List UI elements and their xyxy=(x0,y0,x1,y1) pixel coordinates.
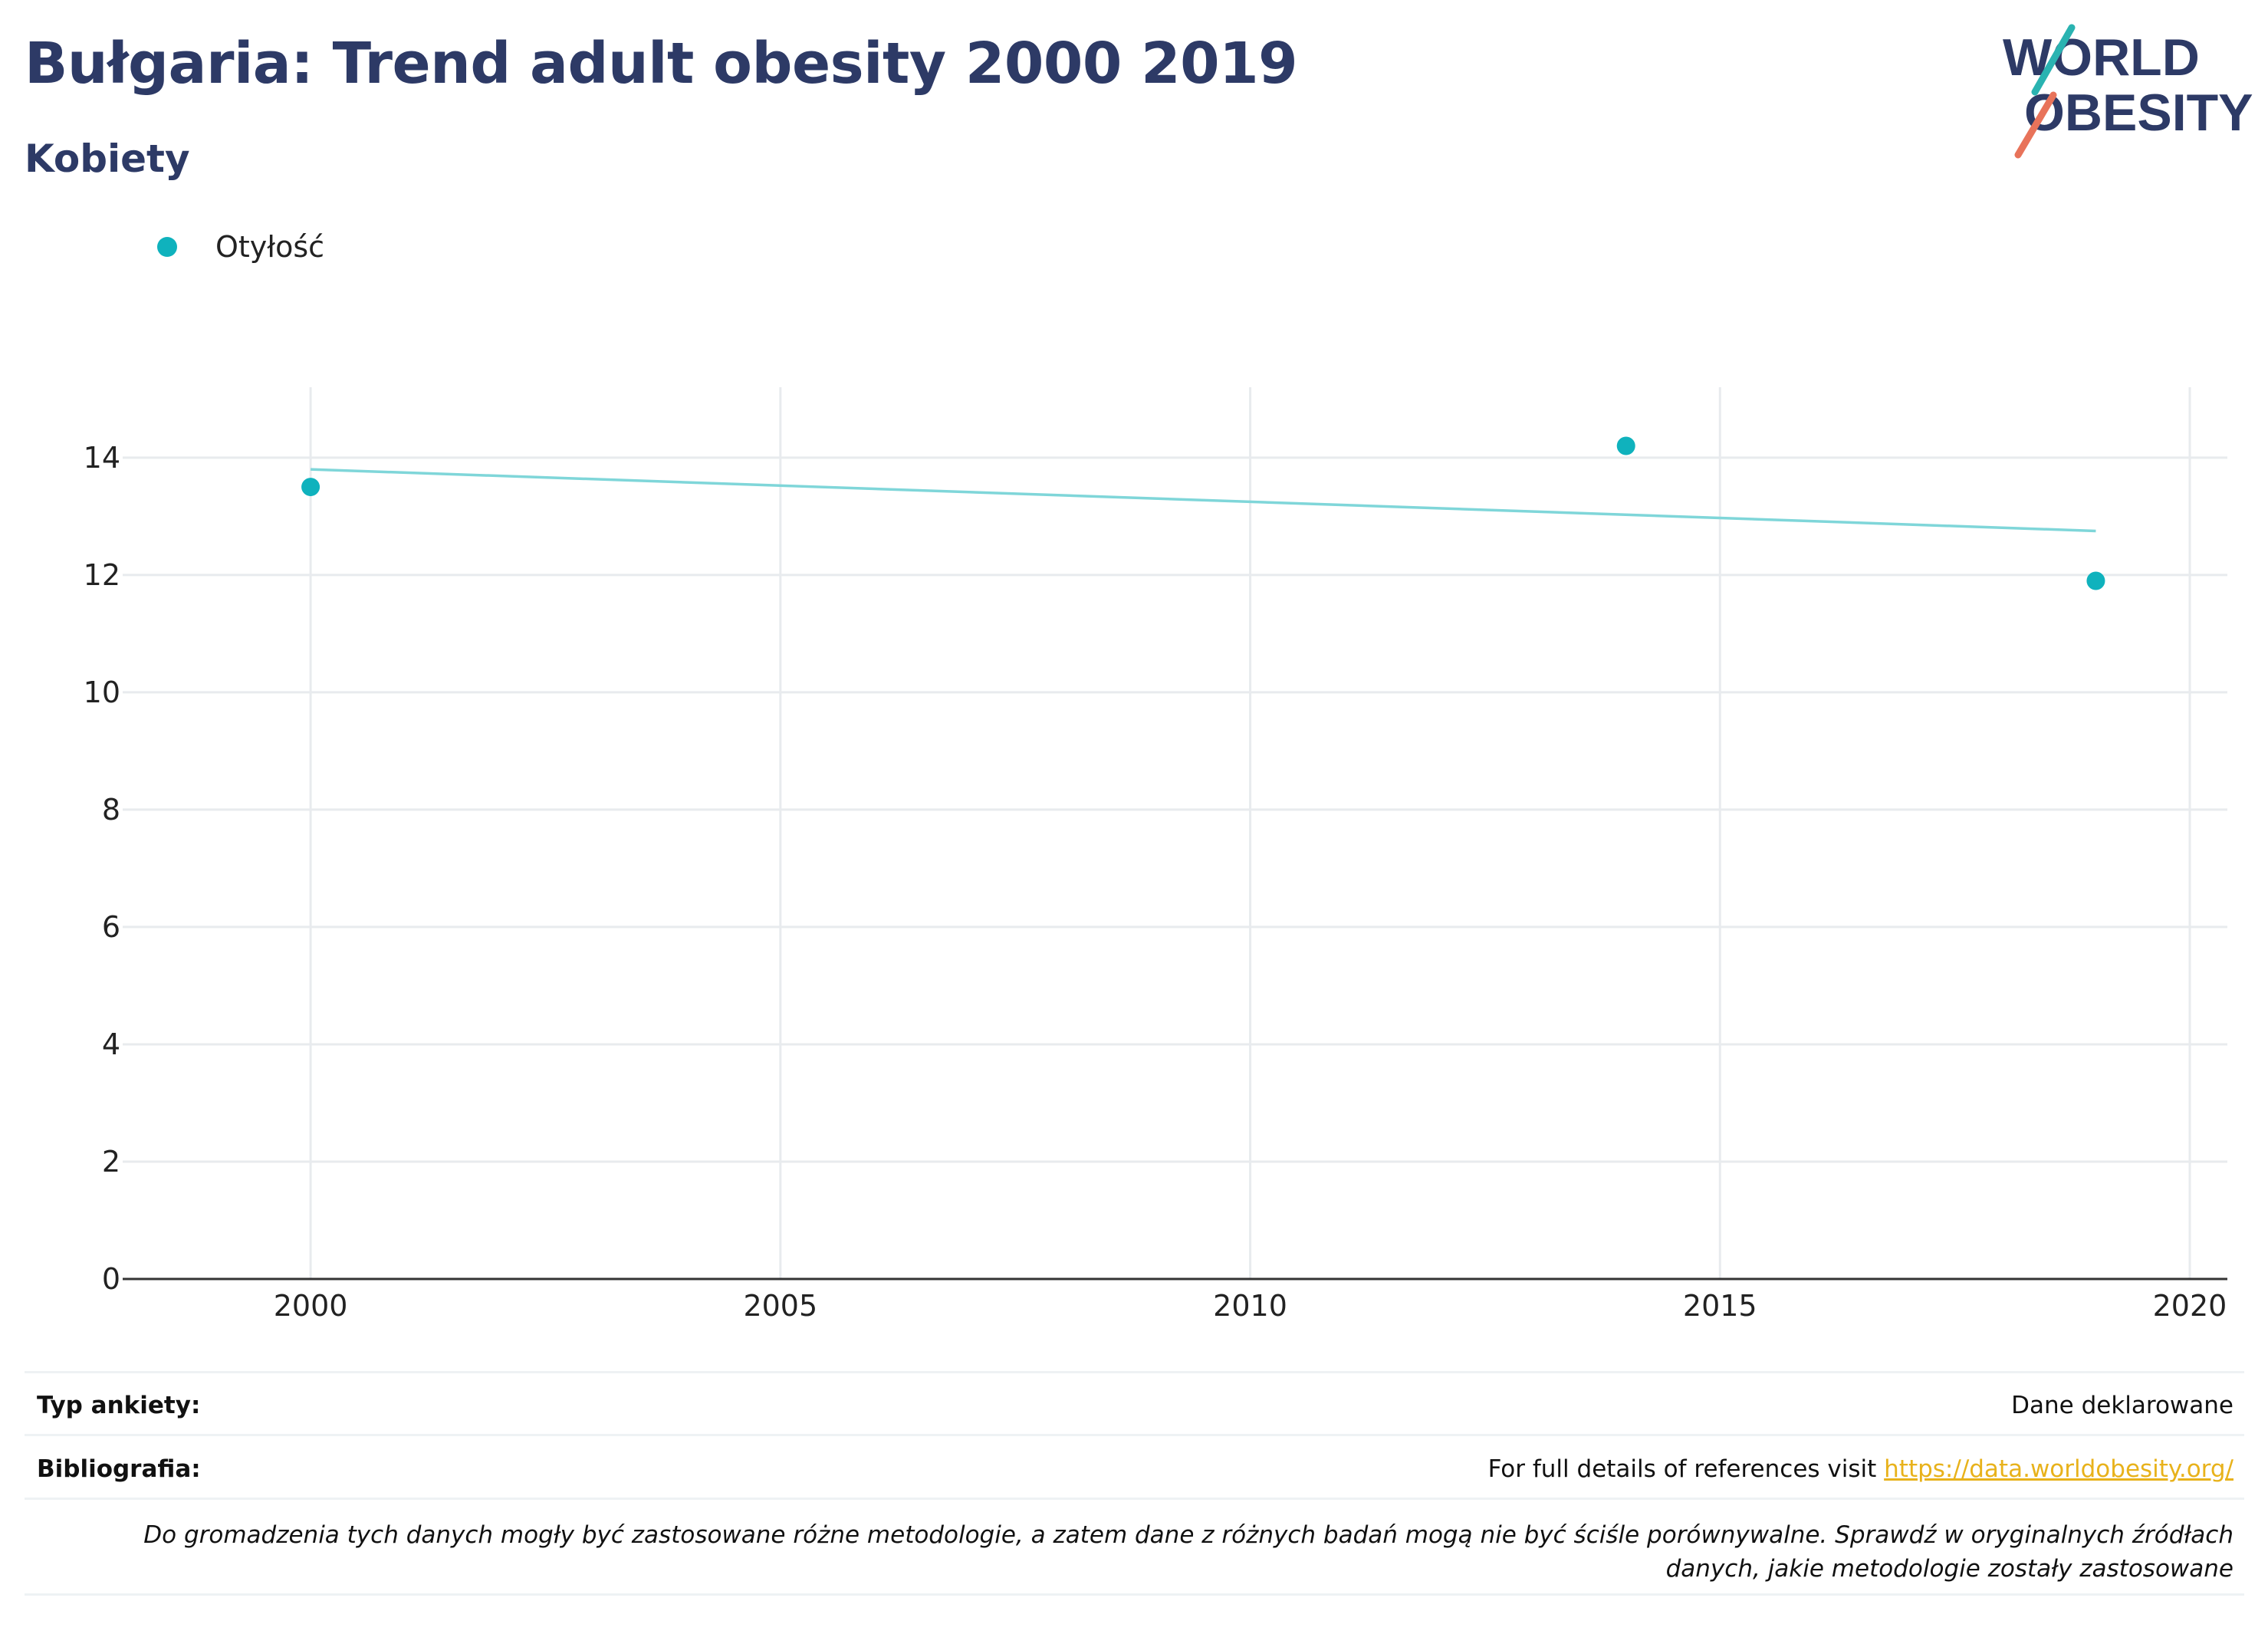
x-tick-label: 2020 xyxy=(2153,1289,2227,1323)
survey-type-label: Typ ankiety: xyxy=(37,1392,201,1419)
data-point[interactable] xyxy=(301,478,320,497)
data-points xyxy=(301,436,2105,590)
survey-type-value: Dane deklarowane xyxy=(2011,1392,2233,1419)
chart-subtitle: Kobiety xyxy=(25,136,190,181)
y-tick-label: 14 xyxy=(84,441,120,475)
x-tick-label: 2015 xyxy=(1683,1289,1757,1323)
legend-marker xyxy=(157,237,177,257)
x-tick-label: 2005 xyxy=(743,1289,817,1323)
y-tick-label: 2 xyxy=(102,1145,120,1179)
bibliography-link[interactable]: https://data.worldobesity.org/ xyxy=(1884,1455,2233,1483)
legend[interactable]: Otyłość xyxy=(157,230,324,264)
x-tick-label: 2010 xyxy=(1213,1289,1287,1323)
footer-divider xyxy=(25,1434,2244,1436)
logo-slash-coral xyxy=(2014,91,2057,159)
y-tick-label: 6 xyxy=(102,910,120,944)
y-tick-label: 4 xyxy=(102,1027,120,1061)
world-obesity-logo: WORLD OBESITY xyxy=(2003,24,2253,159)
footer-divider xyxy=(25,1371,2244,1373)
bibliography-label: Bibliografia: xyxy=(37,1455,201,1483)
bibliography-text: For full details of references visit xyxy=(1487,1455,1885,1483)
logo-line2: OBESITY xyxy=(2024,84,2253,142)
y-tick-label: 12 xyxy=(84,558,120,592)
data-point[interactable] xyxy=(2086,571,2105,590)
footer-divider xyxy=(25,1593,2244,1596)
legend-label: Otyłość xyxy=(215,230,325,264)
grid-lines xyxy=(123,387,2227,1279)
bibliography-value: For full details of references visit htt… xyxy=(1488,1455,2233,1483)
chart-area: 2000 2005 2010 2015 2020 0 2 4 6 8 10 12 14 xyxy=(84,387,2227,1323)
footer-divider xyxy=(25,1498,2244,1500)
chart-title: Bułgaria: Trend adult obesity 2000 2019 xyxy=(25,31,1298,97)
trendline xyxy=(311,468,2096,533)
y-tick-label: 10 xyxy=(84,676,120,709)
methodology-note: Do gromadzenia tych danych mogły być zas… xyxy=(143,1521,2233,1583)
x-tick-label: 2000 xyxy=(274,1289,348,1323)
data-point[interactable] xyxy=(1616,436,1635,455)
trendline-layer xyxy=(311,468,2096,533)
logo-slash-teal xyxy=(2031,24,2076,96)
logo-line1: WORLD xyxy=(2003,28,2200,87)
axes: 2000 2005 2010 2015 2020 0 2 4 6 8 10 12 14 xyxy=(84,441,2227,1323)
y-tick-label: 8 xyxy=(102,793,120,827)
y-tick-label: 0 xyxy=(102,1262,120,1296)
